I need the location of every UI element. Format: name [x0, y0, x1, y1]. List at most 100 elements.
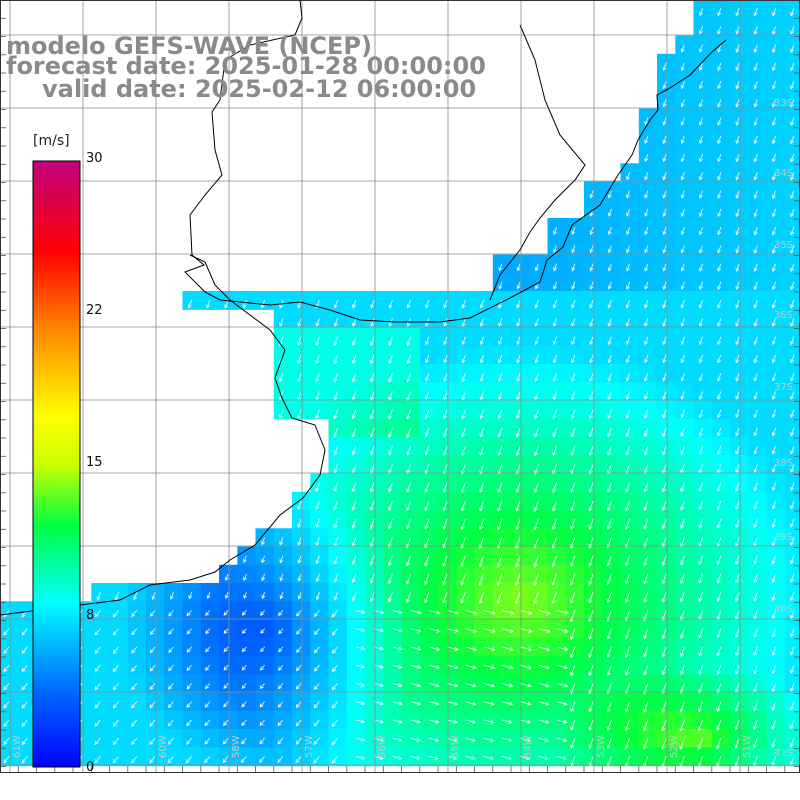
field-cell: [620, 747, 640, 767]
wind-arrow-head: [661, 616, 666, 621]
wind-arrow: [662, 500, 667, 511]
wind-arrow: [552, 464, 557, 475]
wind-arrow-head: [680, 579, 684, 585]
wind-arrow-head: [460, 525, 465, 531]
field-cell: [602, 418, 622, 438]
wind-arrow-head: [369, 543, 374, 548]
wind-arrow-head: [534, 433, 538, 438]
field-cell: [565, 455, 585, 475]
field-cell: [711, 382, 731, 402]
wind-arrow-head: [717, 285, 722, 291]
wind-arrow: [699, 427, 703, 437]
field-cell: [675, 729, 695, 748]
wind-arrow: [483, 628, 496, 633]
wind-arrow: [355, 664, 365, 668]
wind-arrow: [534, 482, 539, 493]
chart-title-model: modelo GEFS-WAVE (NCEP): [6, 32, 372, 60]
wind-arrow: [94, 701, 101, 709]
field-cell: [182, 710, 202, 730]
field-cell: [711, 710, 731, 730]
wind-arrow: [149, 646, 156, 653]
field-cell: [474, 345, 494, 365]
wind-arrow: [772, 336, 776, 345]
field-cell: [565, 400, 585, 420]
field-cell: [730, 181, 749, 201]
wind-arrow-head: [753, 377, 758, 382]
wind-arrow: [736, 135, 740, 144]
wind-arrow-head: [716, 670, 721, 675]
wind-arrow: [736, 7, 740, 16]
wind-arrow-head: [424, 562, 429, 567]
wind-arrow-head: [424, 599, 428, 604]
wind-arrow: [608, 354, 612, 363]
wind-arrow: [497, 500, 503, 512]
wind-arrow-head: [442, 470, 447, 475]
wind-arrow: [607, 664, 612, 676]
field-cell: [565, 491, 585, 511]
field-cell: [200, 619, 220, 639]
wind-arrow: [754, 281, 758, 290]
wind-arrow-head: [515, 433, 520, 438]
field-cell: [638, 473, 658, 493]
wind-arrow-head: [544, 756, 549, 761]
wind-arrow: [735, 318, 740, 327]
wind-arrow: [680, 518, 685, 529]
wind-arrow-head: [333, 560, 338, 565]
lon-label-56w: 56W: [377, 735, 388, 758]
wind-arrow-head: [644, 322, 648, 327]
field-cell: [200, 637, 220, 657]
wind-arrow: [556, 701, 568, 705]
wind-arrow: [406, 427, 411, 438]
wind-arrow-head: [94, 631, 99, 636]
wind-arrow: [753, 719, 758, 730]
wind-arrow: [334, 336, 338, 346]
wind-arrow: [113, 701, 119, 709]
wind-arrow: [698, 646, 703, 657]
colorbar-unit-label: [m/s]: [33, 133, 70, 149]
wind-arrow: [410, 683, 421, 687]
wind-arrow: [553, 336, 557, 345]
wind-arrow: [681, 44, 685, 53]
field-cell: [565, 729, 585, 748]
lon-label-60w: 60W: [158, 735, 169, 758]
wind-arrow-head: [735, 194, 740, 199]
wind-arrow: [277, 701, 284, 708]
wind-arrow: [355, 628, 365, 632]
wind-arrow: [461, 409, 466, 419]
wind-arrow: [516, 336, 521, 345]
wind-arrow: [553, 391, 557, 400]
field-cell: [620, 382, 640, 402]
wind-arrow-head: [424, 451, 429, 456]
wind-arrow: [790, 683, 795, 692]
field-cell: [638, 327, 658, 347]
wind-arrow: [626, 336, 630, 345]
field-cell: [693, 729, 713, 748]
wind-arrow-head: [94, 704, 99, 709]
wind-arrow-head: [771, 340, 776, 346]
wind-arrow: [753, 628, 758, 638]
wind-arrow-head: [753, 322, 758, 327]
wind-arrow: [699, 190, 703, 199]
wind-arrow-head: [21, 722, 26, 727]
field-cell: [693, 272, 713, 292]
field-cell: [255, 601, 275, 621]
wind-arrow: [443, 299, 448, 308]
wind-arrow: [570, 591, 576, 604]
wind-arrow-head: [588, 562, 593, 567]
wind-arrow: [698, 664, 703, 675]
wind-arrow: [21, 664, 28, 672]
wind-arrow: [626, 299, 630, 308]
wind-arrow: [352, 391, 357, 401]
colorbar-tick-22: 22: [86, 303, 103, 318]
wind-vectors: [3, 7, 795, 768]
wind-arrow-head: [206, 594, 211, 600]
wind-arrow-head: [570, 744, 575, 749]
field-cell: [292, 546, 311, 566]
wind-arrow-head: [435, 719, 440, 724]
wind-arrow-head: [662, 395, 667, 401]
field-cell: [675, 145, 695, 164]
field-cell: [784, 0, 800, 18]
wind-arrow: [716, 701, 722, 712]
wind-arrow-head: [545, 683, 550, 688]
wind-arrow: [754, 190, 758, 199]
